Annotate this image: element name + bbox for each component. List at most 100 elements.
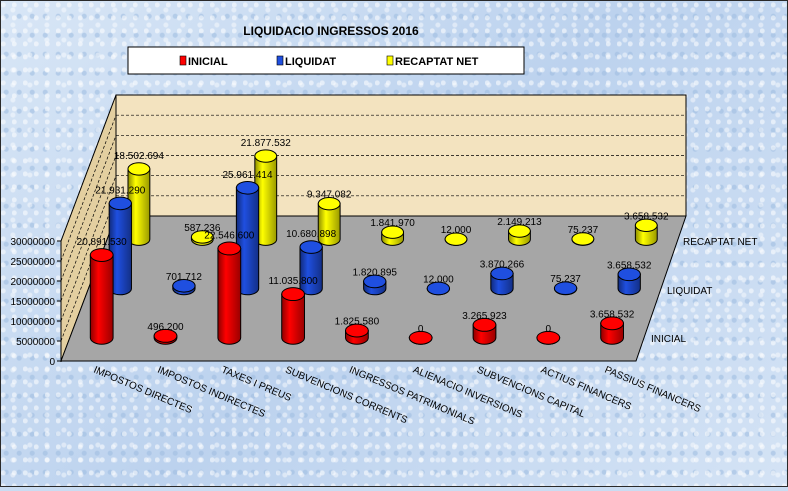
gridline-side <box>60 135 117 282</box>
bar-liquidat-actius-financers: 75.237 <box>550 274 581 296</box>
gridline-side <box>60 115 117 262</box>
gridline-side <box>60 94 117 242</box>
bar-top <box>617 267 641 282</box>
bar-recaptat-net-impostos-indirectes: 587.236 <box>184 223 221 246</box>
data-label: 3.658.532 <box>590 309 635 320</box>
data-label: 21.877.532 <box>241 138 291 149</box>
bar-top <box>190 230 214 244</box>
bar-inicial-subvencions-corrents: 11.035.800 <box>268 276 318 345</box>
data-label: 0 <box>418 324 424 335</box>
y-axis: 0 5000000 10000000 15000000 20000000 25000000… <box>11 237 62 368</box>
bar-liquidat-impostos-indirectes: 701.712 <box>166 272 202 296</box>
legend-box <box>127 46 525 75</box>
bar-liquidat-impostos-directes: 21.931.290 <box>95 185 146 296</box>
y-tick-label: 20000000 <box>11 277 56 288</box>
bar-body <box>89 254 114 345</box>
data-label: 9.347.082 <box>307 190 352 201</box>
data-label: 3.658.532 <box>607 260 652 271</box>
data-label: 3.658.532 <box>624 211 669 222</box>
data-label: 12.000 <box>423 274 454 285</box>
data-label: 25.961.414 <box>222 170 272 181</box>
bar-inicial-passius-financers: 3.658.532 <box>590 309 635 345</box>
bar-recaptat-net-passius-financers: 3.658.532 <box>624 211 669 246</box>
data-label: 2.149.213 <box>497 217 542 228</box>
legend-item-liquidat: LIQUIDAT <box>276 55 336 68</box>
bar-top <box>508 224 531 238</box>
gridline-side <box>60 175 117 322</box>
bar-inicial-impostos-directes: 20.891.530 <box>77 237 127 345</box>
legend-label-recaptat-net: RECAPTAT NET <box>395 56 479 68</box>
data-label: 1.841.970 <box>370 218 415 229</box>
bar-inicial-taxes-i-preus: 22.546.600 <box>204 230 255 345</box>
data-label: 22.546.600 <box>204 230 254 241</box>
bars: 18.502.694 587.236 21.877.532 9.347.082 1.84… <box>77 138 669 345</box>
bar-body <box>217 247 242 345</box>
data-label: 3.870.266 <box>480 259 525 270</box>
x-tick-impostos-indirectes: IMPOSTOS INDIRECTES <box>156 365 267 421</box>
bar-top <box>426 281 451 296</box>
data-label: 12.000 <box>441 225 472 236</box>
bar-inicial-alienacio-inversions: 0 <box>408 324 433 345</box>
data-label: 21.931.290 <box>95 185 145 196</box>
chart-title: LIQUIDACIO INGRESSOS 2016 <box>243 24 419 38</box>
data-label: 20.891.530 <box>77 237 127 248</box>
bar-top <box>571 232 595 246</box>
gridline-side <box>60 155 117 302</box>
bar-top <box>317 197 341 211</box>
depth-label-liquidat: LIQUIDAT <box>667 286 712 297</box>
bar-top <box>254 149 278 163</box>
bar-top <box>363 274 387 289</box>
bar-inicial-subvencions-capital: 3.265.923 <box>462 311 507 345</box>
bar-top <box>634 218 658 232</box>
legend-item-inicial: INICIAL <box>179 55 228 68</box>
bar-top <box>108 196 132 211</box>
legend-label-inicial: INICIAL <box>188 56 228 68</box>
bar-top <box>490 266 514 281</box>
bar-top <box>217 241 242 256</box>
bar-top <box>299 240 323 254</box>
bar-top <box>89 248 114 262</box>
y-tick-label: 10000000 <box>11 317 56 328</box>
bar-top <box>381 225 405 239</box>
bar-inicial-actius-financers: 0 <box>536 324 561 345</box>
legend-swatch-recaptat-net <box>386 55 394 66</box>
bar-top <box>408 330 433 345</box>
data-label: 3.265.923 <box>462 311 507 322</box>
data-label: 496.200 <box>147 322 184 333</box>
gridlines <box>60 94 686 342</box>
bar-top <box>444 232 468 246</box>
bar-top <box>600 316 624 331</box>
depth-label-inicial: INICIAL <box>651 334 686 345</box>
bar-recaptat-net-ingressos-patrimonials: 1.841.970 <box>370 218 415 246</box>
gridline-side <box>60 195 117 342</box>
bar-top <box>536 330 561 345</box>
y-tick-label: 5000000 <box>16 337 55 348</box>
bar-recaptat-net-subvencions-capital: 2.149.213 <box>497 217 542 246</box>
data-label: 10.680.898 <box>286 229 336 240</box>
x-tick-subvencions-corrents: SUBVENCIONS CORRENTS <box>283 365 409 427</box>
bar-body <box>281 293 305 345</box>
bar-top <box>153 328 178 343</box>
legend: INICIAL LIQUIDAT RECAPTAT NET <box>127 46 525 75</box>
x-tick-subvencions-capital: SUBVENCIONS CAPITAL <box>475 365 587 421</box>
data-label: 1.820.895 <box>353 267 398 278</box>
bar-top <box>235 180 260 195</box>
legend-swatch-inicial <box>179 55 187 66</box>
data-label: 11.035.800 <box>268 276 318 287</box>
bar-inicial-ingressos-patrimonials: 1.825.580 <box>335 317 380 345</box>
y-tick-label: 15000000 <box>11 297 56 308</box>
bar-top <box>281 287 305 302</box>
y-tick-label: 0 <box>49 357 55 368</box>
legend-label-liquidat: LIQUIDAT <box>285 56 336 68</box>
data-label: 1.825.580 <box>335 317 380 328</box>
bar-liquidat-alienacio-inversions: 12.000 <box>423 274 454 296</box>
data-label: 75.237 <box>568 225 599 236</box>
bar-liquidat-ingressos-patrimonials: 1.820.895 <box>353 267 398 296</box>
bar-recaptat-net-subvencions-corrents: 9.347.082 <box>307 190 352 246</box>
data-label: 75.237 <box>550 274 581 285</box>
depth-label-recaptat-net: RECAPTAT NET <box>683 237 757 248</box>
bar-recaptat-net-alienacio-inversions: 12.000 <box>441 225 472 246</box>
bar-inicial-impostos-indirectes: 496.200 <box>147 322 184 345</box>
data-label: 18.502.694 <box>114 151 164 162</box>
bar-liquidat-subvencions-capital: 3.870.266 <box>480 259 525 296</box>
